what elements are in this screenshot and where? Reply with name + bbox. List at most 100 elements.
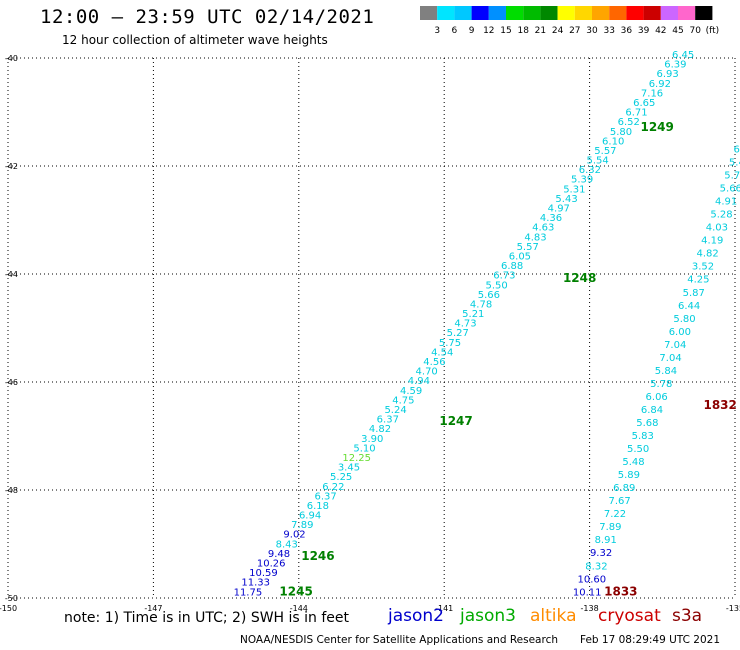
colorbar-label: 36 — [621, 26, 633, 36]
colorbar-swatch — [488, 6, 506, 20]
pass-time-label: 1249 — [640, 120, 673, 134]
swh-value: 4.70 — [416, 367, 438, 378]
swh-value: 7.67 — [608, 496, 630, 507]
swh-value: 4.82 — [696, 249, 718, 260]
colorbar-label: 30 — [586, 26, 598, 36]
swh-value: 4.73 — [454, 319, 476, 330]
colorbar-swatch — [643, 6, 661, 20]
swh-value: 5.50 — [485, 280, 507, 291]
swh-value: 6.00 — [669, 327, 691, 338]
swh-value: 6.73 — [493, 271, 515, 282]
swh-value: 5.24 — [384, 405, 406, 416]
swh-value: 7.22 — [604, 509, 626, 520]
swh-value: 5.78 — [650, 379, 672, 390]
colorbar-label: 42 — [655, 26, 666, 36]
swh-value: 5.87 — [683, 288, 705, 299]
swh-value: 5.75 — [439, 338, 461, 349]
colorbar-swatch — [471, 6, 489, 20]
colorbar-swatch — [557, 6, 575, 20]
swh-value: 6.39 — [664, 60, 686, 71]
swh-value: 4.82 — [369, 424, 391, 435]
swh-value: 6.18 — [307, 501, 329, 512]
swh-value: 5.54 — [587, 156, 609, 167]
y-tick-label: -40 — [5, 54, 18, 63]
colorbar-label: 39 — [638, 26, 650, 36]
swh-value: 4.19 — [701, 236, 723, 247]
swh-value: 11.33 — [241, 578, 270, 589]
swh-value: 4.56 — [423, 357, 445, 368]
swh-value: 5.43 — [555, 194, 577, 205]
colorbar-swatch — [420, 6, 438, 20]
swh-value: 5.10 — [353, 443, 375, 454]
legend-s3a: s3a — [672, 606, 703, 626]
x-tick-label: -147 — [144, 604, 162, 613]
swh-value: 9.02 — [283, 530, 305, 541]
swh-value: 4.59 — [400, 386, 422, 397]
y-tick-label: -44 — [5, 270, 18, 279]
swh-value: 5.66 — [478, 290, 500, 301]
legend-altika: altika — [530, 606, 577, 626]
swh-value: 6.94 — [299, 511, 321, 522]
x-tick-label: -150 — [0, 604, 17, 613]
swh-value: 5.31 — [563, 184, 585, 195]
swh-value: 4.36 — [540, 213, 562, 224]
colorbar-swatch — [523, 6, 541, 20]
swh-value: 5.84 — [655, 366, 677, 377]
swh-value: 8.32 — [585, 561, 607, 572]
swh-value: 6.65 — [633, 98, 655, 109]
swh-value: 5.25 — [330, 472, 352, 483]
swh-value: 6.06 — [646, 392, 668, 403]
legend-jason3: jason3 — [460, 606, 516, 626]
swh-value: 4.54 — [431, 347, 453, 358]
colorbar-swatch — [626, 6, 644, 20]
swh-value: 4.83 — [524, 232, 546, 243]
swh-value: 6.45 — [672, 50, 694, 61]
colorbar-label: 24 — [552, 26, 564, 36]
colorbar-label: 9 — [469, 26, 475, 36]
swh-value: 5.80 — [610, 127, 632, 138]
swh-value: 9.32 — [590, 548, 612, 559]
x-tick-label: -135 — [726, 604, 740, 613]
swh-value: 6.84 — [641, 405, 663, 416]
pass-time-label: 1245 — [279, 584, 312, 598]
swh-value: 4.25 — [687, 275, 709, 286]
colorbar-label: 18 — [517, 26, 529, 36]
colorbar-swatch — [506, 6, 524, 20]
colorbar-swatch — [678, 6, 696, 20]
swh-value: 3.90 — [361, 434, 383, 445]
colorbar-label: 3 — [434, 26, 440, 36]
swh-value: 6.24 — [734, 145, 740, 156]
colorbar-label: 27 — [569, 26, 580, 36]
swh-value: 6.92 — [649, 79, 671, 90]
pass-time-label: 1832 — [703, 398, 736, 412]
swh-value: 7.04 — [659, 353, 681, 364]
swh-value: 4.94 — [408, 376, 430, 387]
swh-value: 6.37 — [377, 415, 399, 426]
colorbar-swatch — [609, 6, 627, 20]
colorbar-swatch — [695, 6, 713, 20]
page-title: 12:00 — 23:59 UTC 02/14/2021 — [40, 6, 375, 28]
page-subtitle: 12 hour collection of altimeter wave hei… — [62, 33, 328, 47]
swh-value: 5.83 — [632, 431, 654, 442]
swh-value: 10.26 — [257, 559, 286, 570]
swh-value: 10.11 — [573, 587, 602, 598]
swh-value: 4.03 — [706, 223, 728, 234]
swh-value: 8.43 — [276, 539, 298, 550]
swh-value: 9.48 — [268, 549, 290, 560]
colorbar-swatch — [454, 6, 472, 20]
swh-value: 11.75 — [234, 587, 263, 598]
swh-value: 5.57 — [594, 146, 616, 157]
colorbar-swatch — [437, 6, 455, 20]
swh-value: 4.91 — [715, 197, 737, 208]
swh-value: 5.48 — [622, 457, 644, 468]
swh-value: 5.28 — [710, 210, 732, 221]
swh-value: 6.22 — [322, 482, 344, 493]
pass-time-label: 1248 — [563, 271, 596, 285]
y-tick-label: -46 — [5, 378, 18, 387]
swh-value: 5.57 — [517, 242, 539, 253]
swh-value: 12.25 — [342, 453, 371, 464]
swh-value: 6.93 — [656, 69, 678, 80]
swh-value: 6.88 — [501, 261, 523, 272]
swh-value: 6.37 — [314, 491, 336, 502]
